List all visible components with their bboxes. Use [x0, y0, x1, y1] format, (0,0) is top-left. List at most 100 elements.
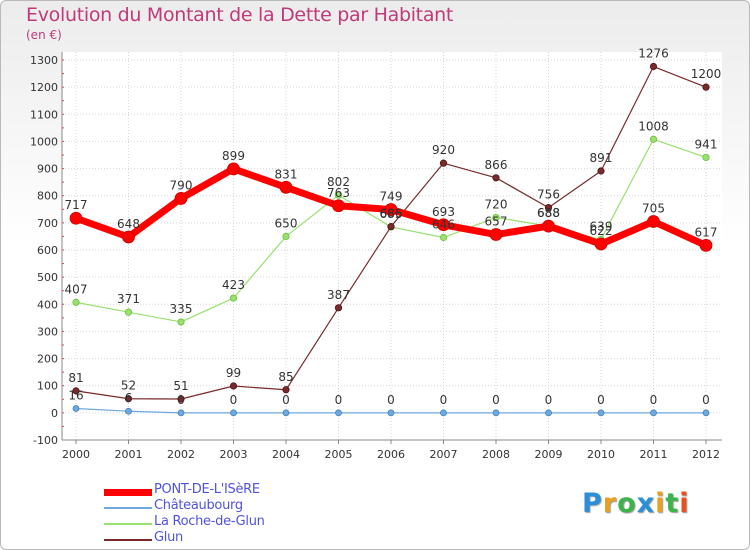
x-tick-label: 2011 [640, 448, 668, 461]
data-label: 0 [335, 393, 343, 407]
data-label: 0 [702, 393, 710, 407]
data-label: 52 [121, 379, 136, 393]
data-point [544, 204, 553, 212]
data-label: 648 [117, 217, 140, 231]
data-point [649, 135, 658, 143]
y-tick-label: -100 [33, 434, 58, 447]
y-tick-label: 900 [37, 163, 58, 176]
data-point [489, 228, 503, 241]
data-label: 16 [68, 389, 83, 403]
data-point [282, 409, 290, 417]
data-label: 0 [387, 393, 395, 407]
logo-letter: x [636, 488, 656, 519]
data-label: 831 [275, 167, 298, 181]
y-tick-label: 1000 [30, 135, 58, 148]
data-label: 756 [537, 188, 560, 202]
legend-item: La Roche-de-Glun [104, 514, 404, 532]
x-tick-label: 2008 [482, 448, 510, 461]
y-tick-label: 200 [37, 353, 58, 366]
y-tick-label: 800 [37, 190, 58, 203]
legend-swatch [104, 488, 152, 496]
data-point [492, 409, 500, 417]
data-label: 763 [327, 186, 350, 200]
data-point [440, 409, 447, 417]
data-point [597, 167, 605, 175]
data-label: 685 [380, 207, 403, 221]
y-tick-label: 300 [37, 325, 58, 338]
data-point [122, 230, 135, 244]
y-tick-label: 400 [37, 298, 58, 311]
data-label: 705 [642, 202, 665, 216]
legend-label: PONT-DE-L'ISèRE [154, 482, 260, 497]
data-point [439, 233, 448, 242]
data-point [437, 218, 450, 232]
data-point [335, 409, 342, 417]
x-tick-label: 2012 [692, 448, 720, 461]
data-label: 891 [590, 151, 613, 165]
y-tick-label: 700 [37, 217, 58, 230]
data-label: 371 [117, 292, 140, 306]
legend-swatch [104, 507, 152, 509]
y-tick-label: 500 [37, 271, 58, 284]
x-tick-label: 2002 [167, 448, 195, 461]
data-point [177, 409, 185, 417]
data-point [72, 298, 80, 306]
legend-label: Glun [154, 530, 183, 545]
logo-letter: t [665, 488, 680, 519]
logo-letter: i [655, 488, 666, 519]
data-point [332, 199, 345, 213]
data-point [334, 191, 343, 199]
logo-letter: o [617, 488, 637, 519]
legend-label: La Roche-de-Glun [154, 514, 265, 529]
data-point [174, 192, 188, 205]
data-label: 639 [590, 219, 613, 233]
legend-swatch [104, 523, 152, 525]
y-tick-label: 0 [51, 407, 58, 420]
data-point [72, 405, 80, 412]
data-point [597, 409, 605, 417]
data-point [279, 180, 293, 194]
data-label: 749 [380, 190, 403, 204]
data-label: 688 [537, 206, 560, 220]
data-point [230, 409, 237, 417]
data-point [124, 308, 133, 316]
y-tick-label: 1100 [30, 108, 58, 121]
data-point [177, 395, 185, 403]
data-point [229, 294, 238, 302]
data-label: 0 [597, 393, 605, 407]
x-tick-label: 2010 [587, 448, 615, 461]
data-point [229, 382, 238, 390]
data-point [492, 174, 500, 182]
data-label: 693 [432, 205, 455, 219]
data-label: 6 [125, 391, 133, 405]
data-label: 717 [65, 198, 88, 212]
chart-title: Evolution du Montant de la Dette par Hab… [26, 4, 454, 26]
data-point [69, 211, 83, 225]
logo-letter: P [582, 488, 603, 519]
data-point [650, 409, 657, 417]
data-point [125, 407, 132, 415]
data-point [702, 153, 710, 162]
data-label: 51 [173, 379, 188, 393]
data-label: 99 [226, 366, 241, 380]
data-label: 1200 [691, 67, 722, 81]
x-tick-label: 2006 [377, 448, 405, 461]
data-point [439, 159, 448, 167]
data-point [72, 387, 80, 395]
data-point [177, 318, 185, 326]
data-point [384, 203, 398, 216]
y-tick-label: 100 [37, 380, 58, 393]
data-point [282, 232, 290, 241]
data-label: 0 [545, 393, 553, 407]
data-point [334, 304, 343, 312]
data-label: 0 [492, 393, 500, 407]
proxiti-logo: Proxiti [582, 488, 690, 519]
legend-swatch [104, 539, 152, 541]
data-point [227, 162, 240, 176]
data-label: 423 [222, 278, 245, 292]
data-label: 646 [432, 218, 455, 232]
logo-letter: r [602, 488, 618, 519]
data-label: 0 [177, 393, 185, 407]
data-label: 866 [485, 158, 508, 172]
